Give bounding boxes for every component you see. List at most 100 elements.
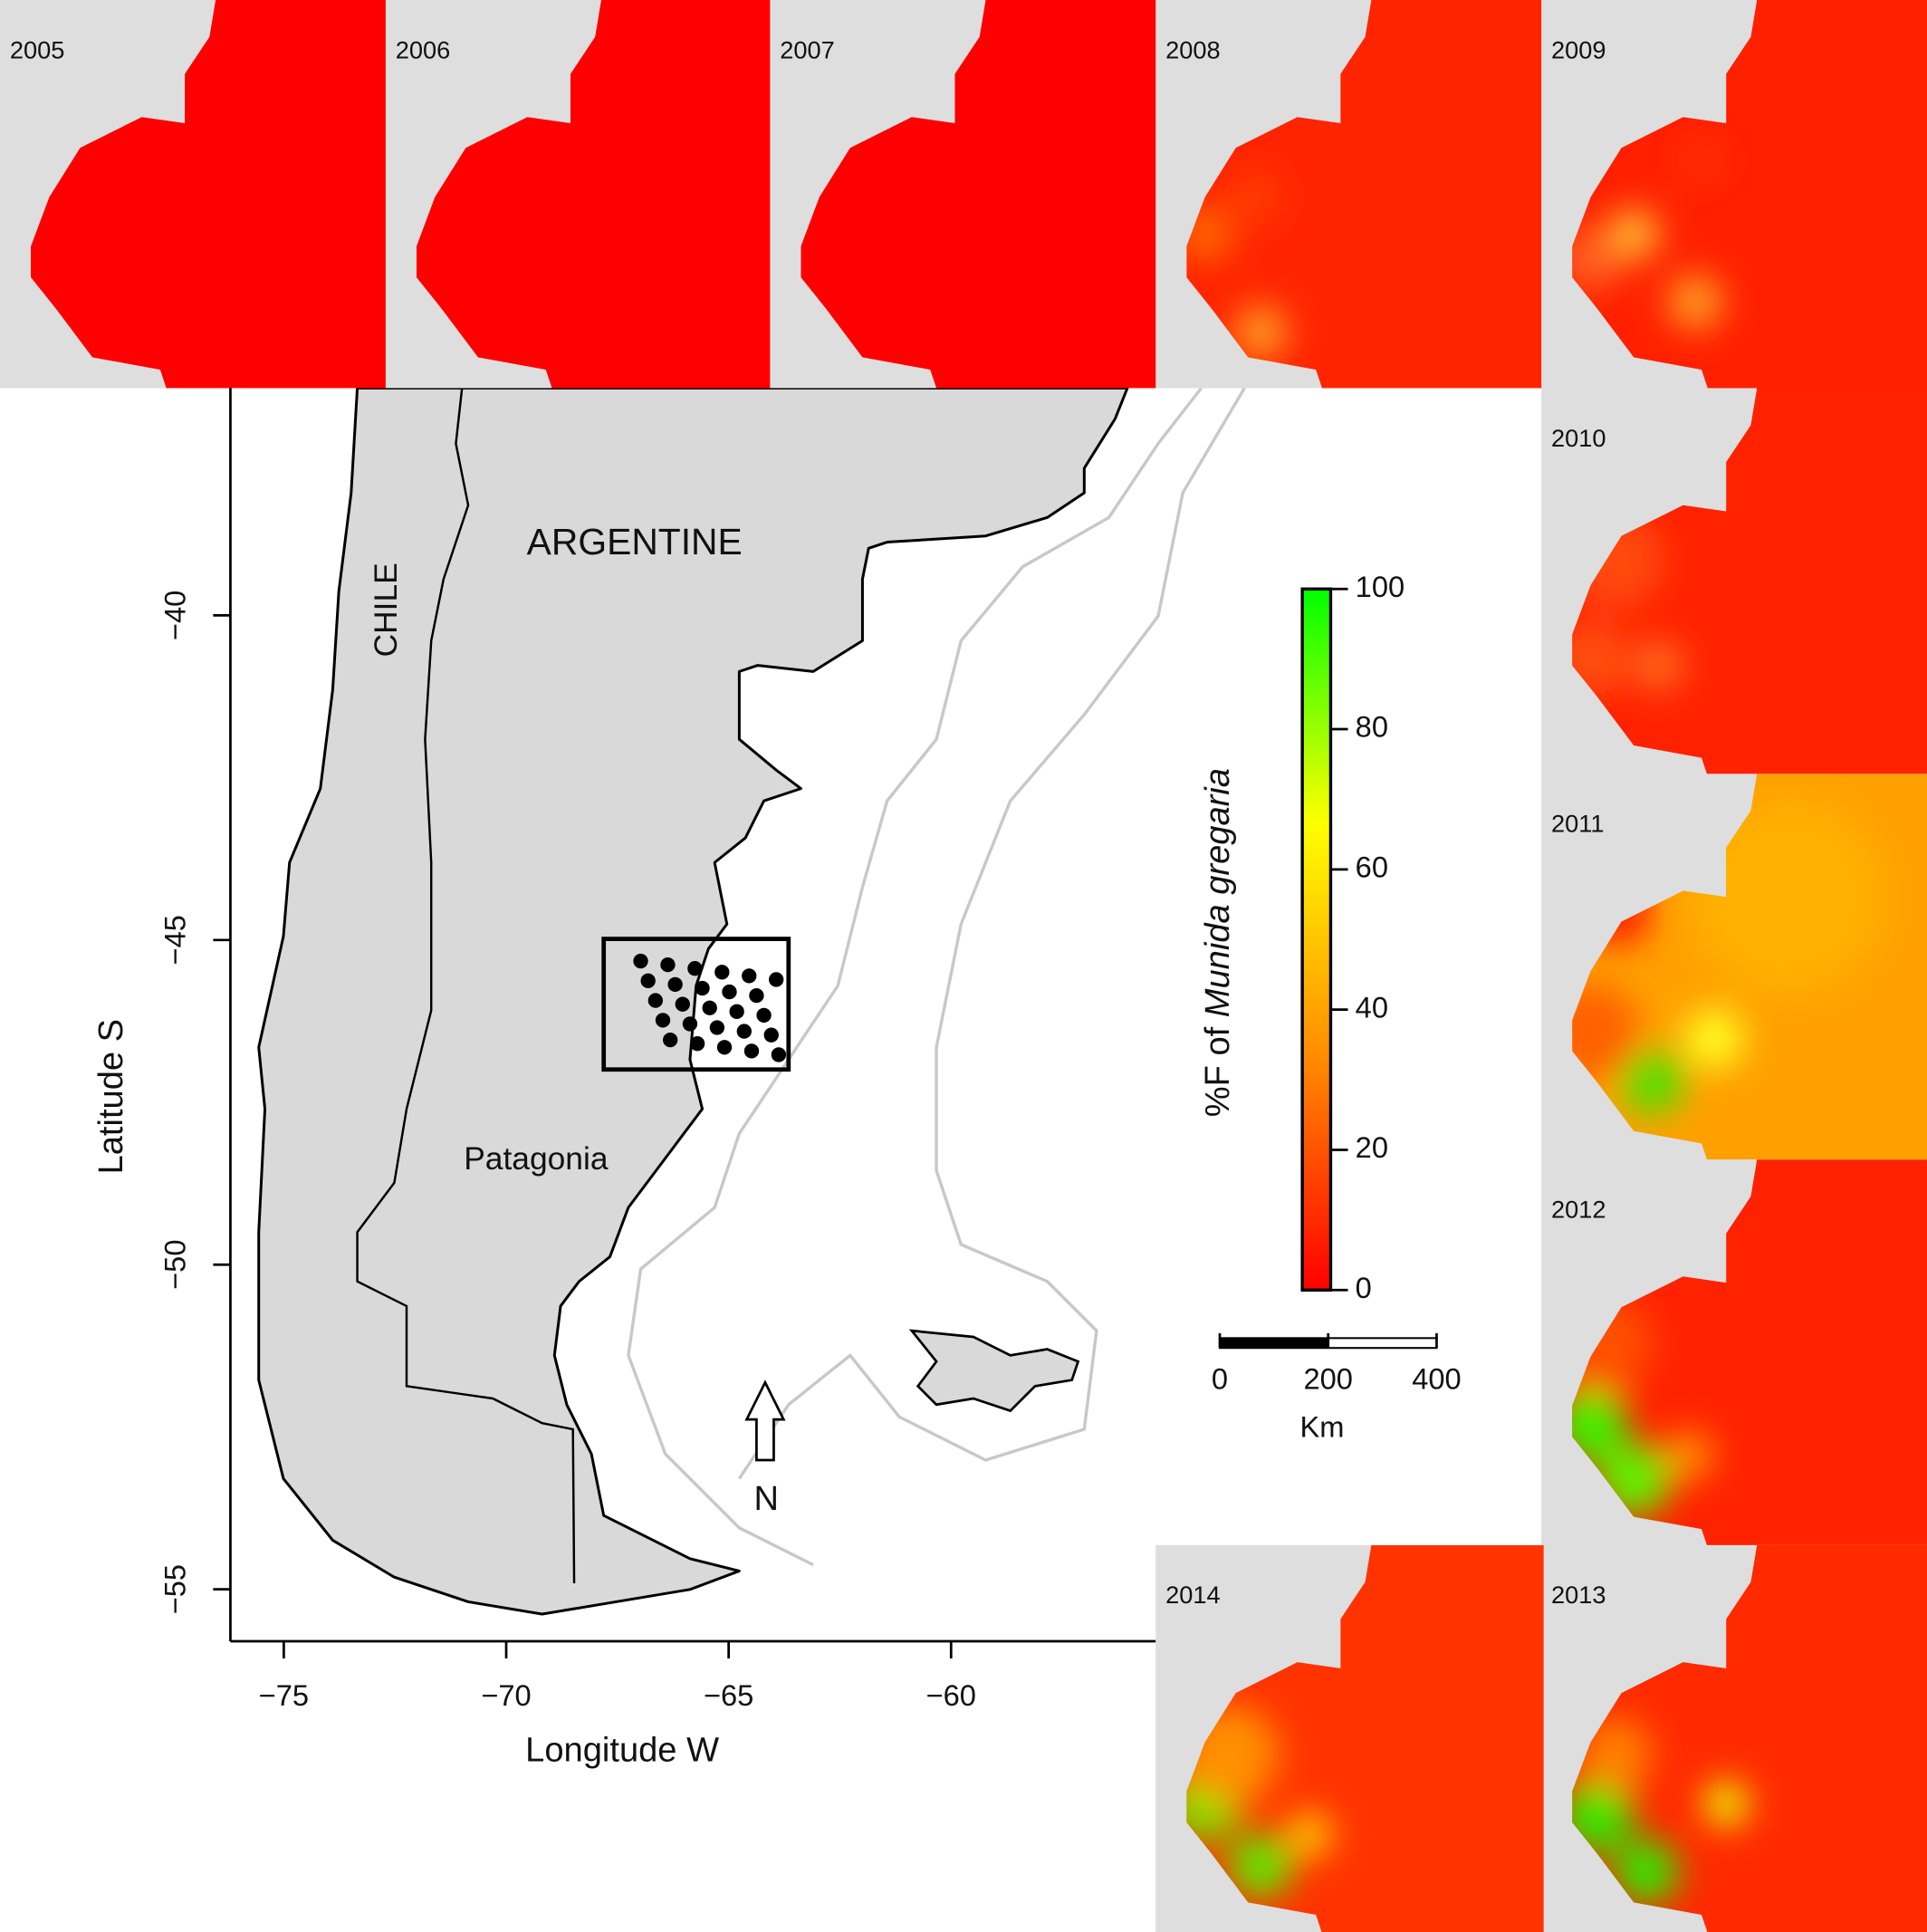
colorbar-tick-label: 0 — [1356, 1271, 1372, 1304]
year-panel: 2014 — [1155, 1544, 1544, 1932]
islands — [908, 1329, 1080, 1413]
x-tick-label: −75 — [259, 1678, 309, 1712]
border — [356, 388, 576, 1584]
hotspot — [1664, 1430, 1714, 1480]
station — [729, 1004, 744, 1019]
colorbar-label: %F of Munida gregaria — [1199, 768, 1237, 1117]
year-label: 2012 — [1551, 1195, 1606, 1223]
hotspot — [1228, 1833, 1293, 1898]
year-label: 2006 — [396, 35, 450, 63]
year-panel: 2009 — [1541, 0, 1927, 389]
station — [667, 976, 683, 993]
station — [749, 987, 764, 1004]
north-label: N — [754, 1480, 780, 1518]
colorbar-label-species: Munida gregaria — [1199, 768, 1237, 1017]
year-panel: 2013 — [1541, 1544, 1927, 1932]
shading — [1572, 138, 1724, 330]
station — [640, 973, 656, 988]
station — [763, 1027, 779, 1043]
colorbar-label-prefix: %F of — [1199, 1026, 1237, 1117]
station — [689, 1036, 705, 1052]
x-tick-label: −65 — [704, 1678, 753, 1712]
land — [257, 387, 1129, 1616]
station — [771, 1047, 787, 1062]
station — [682, 1016, 698, 1032]
region-label: Patagonia — [464, 1141, 609, 1177]
year-label: 2007 — [780, 35, 834, 63]
station — [716, 1040, 733, 1055]
station — [714, 965, 730, 980]
x-tick-label: −70 — [481, 1678, 531, 1712]
year-label: 2005 — [10, 35, 64, 63]
hotspot — [1620, 1050, 1684, 1114]
station — [675, 996, 690, 1012]
station — [702, 1000, 717, 1015]
colorbar-bar — [1300, 587, 1333, 1292]
year-panel: 2007 — [770, 0, 1158, 389]
station — [742, 968, 757, 984]
year-panel: 2010 — [1541, 388, 1927, 777]
y-tick-label: −50 — [158, 1240, 192, 1290]
hotspot — [1608, 209, 1659, 259]
hotspot — [1572, 226, 1623, 292]
hotspot — [1577, 1717, 1653, 1792]
station — [687, 961, 703, 976]
country-label: CHILE — [369, 562, 404, 657]
map: ARGENTINE CHILE Patagonia N Longitude W … — [92, 387, 1246, 1769]
hotspot — [1634, 640, 1683, 690]
hotspot — [1689, 798, 1887, 996]
station — [647, 993, 664, 1008]
scale-unit: Km — [1299, 1410, 1344, 1444]
stations — [633, 953, 787, 1062]
colorbar-tick-label: 60 — [1356, 850, 1388, 883]
north-arrow — [744, 1379, 786, 1462]
country-label: ARGENTINE — [527, 521, 743, 562]
colorbar-tick-label: 20 — [1356, 1130, 1388, 1164]
year-label: 2009 — [1551, 35, 1606, 63]
station — [756, 1007, 772, 1024]
colorbar: %F of Munida gregaria Km 0 20 40 60 80 100 0 20… — [1199, 570, 1462, 1444]
y-tick-label: −40 — [158, 591, 192, 640]
scale-tick-label: 200 — [1304, 1362, 1353, 1396]
year-label: 2011 — [1551, 810, 1604, 838]
colorbar-tick-label: 80 — [1356, 710, 1388, 744]
hotspot — [1668, 274, 1723, 330]
station — [736, 1024, 752, 1039]
hotspot — [1614, 1839, 1679, 1904]
station — [655, 1013, 671, 1028]
scale-bar-black — [1220, 1338, 1328, 1349]
station — [743, 1043, 760, 1059]
y-tick-label: −45 — [158, 915, 192, 965]
year-panel: 2005 — [0, 0, 388, 389]
year-label: 2008 — [1165, 35, 1220, 63]
x-axis-label: Longitude W — [525, 1731, 719, 1769]
hotspot — [1572, 983, 1640, 1082]
hotspot — [1232, 305, 1288, 360]
shelf-contour — [627, 387, 1203, 1567]
year-panel: 2006 — [385, 0, 774, 389]
axes: −75 −70 −65 −60 −40 −45 −50 −55 — [158, 388, 1156, 1712]
year-label: 2010 — [1551, 424, 1606, 452]
hotspot — [1683, 1009, 1744, 1069]
hotspot — [1287, 1812, 1332, 1858]
station — [633, 953, 648, 969]
station — [695, 980, 710, 996]
year-panel: 2011 — [1541, 774, 1927, 1162]
shelf-contour — [737, 387, 1246, 1480]
y-axis-label: Latitude S — [92, 1019, 130, 1174]
station — [663, 1032, 678, 1048]
hotspot — [1229, 172, 1280, 222]
scale-tick-label: 0 — [1212, 1362, 1228, 1396]
year-panel: 2008 — [1155, 0, 1544, 389]
station — [722, 984, 737, 1000]
x-tick-label: −60 — [926, 1678, 976, 1712]
hotspot — [1572, 1387, 1628, 1462]
station — [769, 972, 784, 987]
colorbar-tick-label: 40 — [1356, 990, 1388, 1024]
year-label: 2013 — [1551, 1581, 1606, 1609]
hotspot — [1679, 138, 1724, 183]
hotspot — [1703, 1782, 1749, 1827]
year-label: 2014 — [1165, 1581, 1220, 1609]
